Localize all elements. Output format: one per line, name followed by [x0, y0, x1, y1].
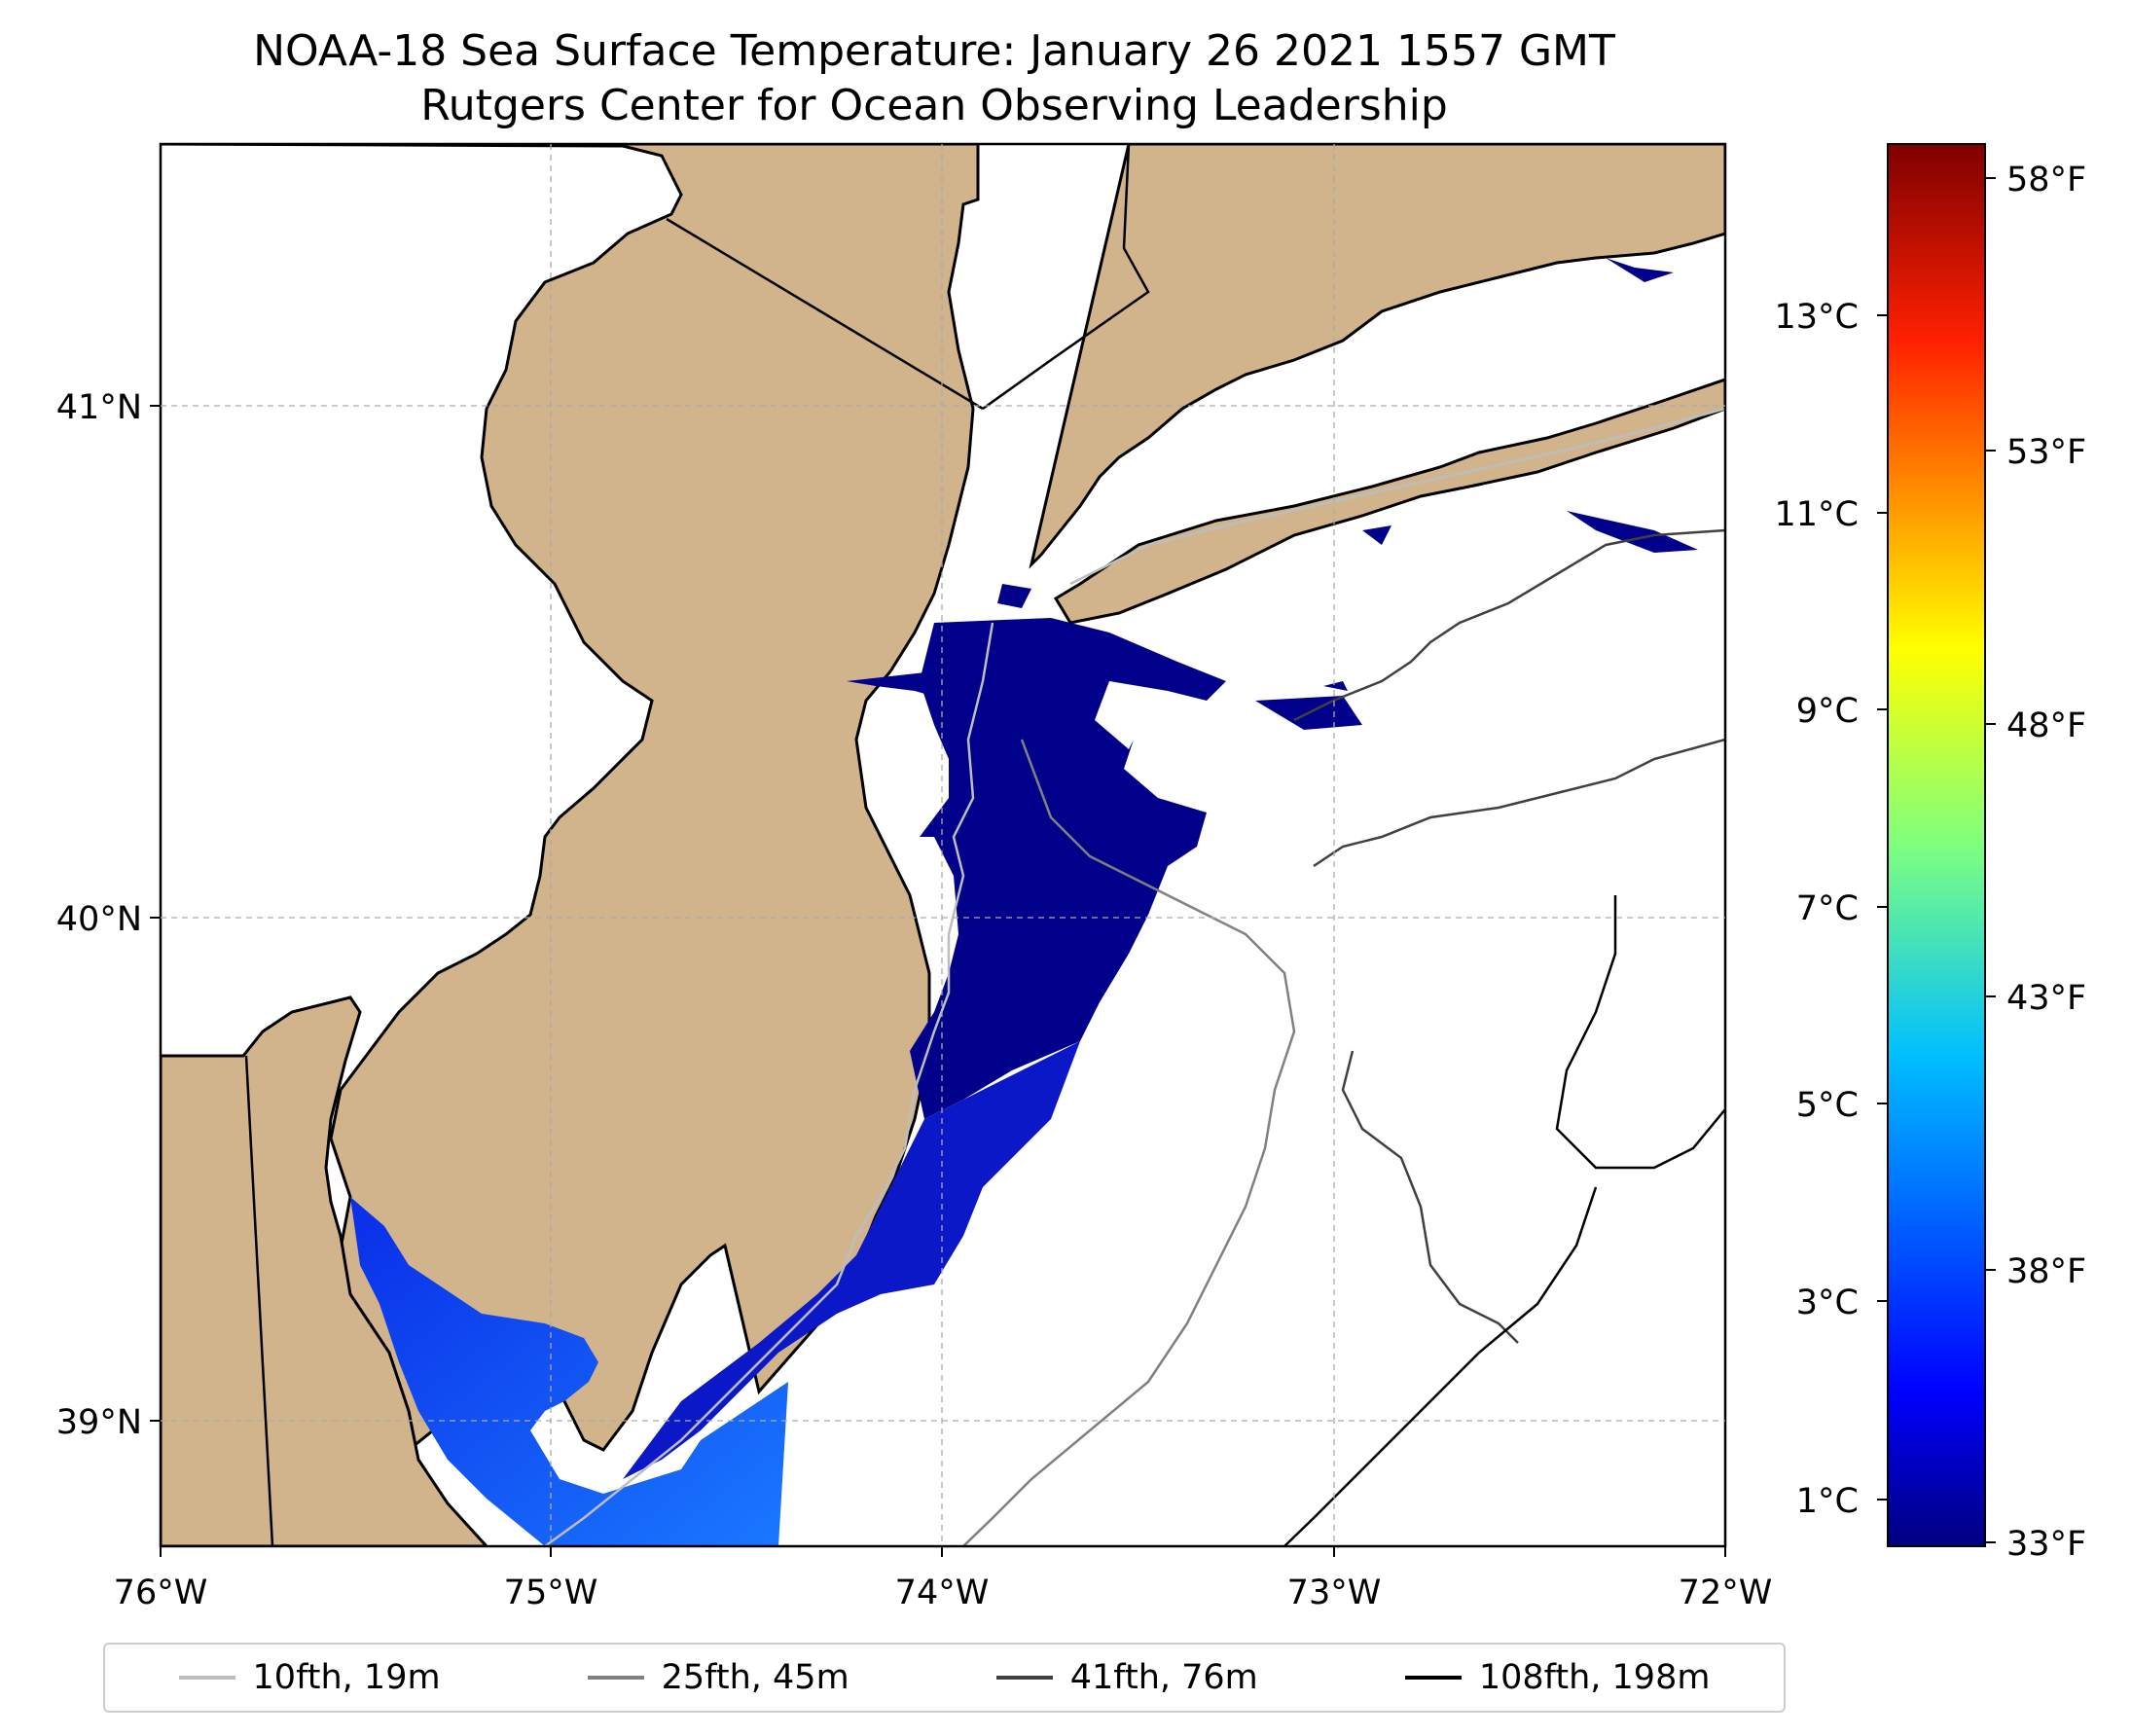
- y-tick-label: 40°N: [56, 900, 142, 939]
- bathymetry-contours: [544, 407, 1725, 1546]
- sst-cloud-gap: [798, 1401, 885, 1479]
- contour-10fth: [544, 622, 994, 1546]
- map-title-line-2: Rutgers Center for Ocean Observing Leade…: [420, 81, 1448, 130]
- legend-swatch: [1404, 1676, 1462, 1680]
- contour-108fth: [1283, 895, 1725, 1546]
- legend-item: 41fth, 76m: [995, 1658, 1258, 1697]
- border-de-md: [244, 1055, 274, 1546]
- contour-41fth: [1293, 528, 1725, 1344]
- colorbar-fahrenheit-ticks: [1985, 177, 1996, 1543]
- legend-label: 108fth, 198m: [1478, 1658, 1711, 1697]
- colorbar-fahrenheit-label: 58°F: [2006, 161, 2086, 199]
- x-tick-label: 74°W: [895, 1573, 990, 1612]
- y-tick-label: 41°N: [56, 388, 142, 427]
- map-title-line-1: NOAA-18 Sea Surface Temperature: January…: [253, 26, 1615, 76]
- x-tick-label: 72°W: [1679, 1573, 1773, 1612]
- colorbar-celsius-label: 1°C: [1796, 1482, 1859, 1521]
- sst-bay-water: [350, 1197, 788, 1546]
- colorbar-celsius-label: 13°C: [1775, 298, 1859, 337]
- legend-swatch: [587, 1676, 644, 1680]
- colorbar-celsius-ticks: [1877, 314, 1888, 1501]
- x-tick-label: 76°W: [114, 1573, 208, 1612]
- map-area: [161, 144, 1725, 1546]
- colorbar-celsius-label: 9°C: [1796, 692, 1859, 731]
- legend-label: 10fth, 19m: [252, 1658, 441, 1697]
- colorbar: 13°C 11°C 9°C 7°C 5°C 3°C 1°C 58°F 53°F …: [1775, 143, 2086, 1564]
- x-tick-label: 75°W: [504, 1573, 598, 1612]
- colorbar-celsius-label: 5°C: [1796, 1086, 1859, 1125]
- legend-swatch: [178, 1676, 235, 1680]
- colorbar-fahrenheit-label: 53°F: [2006, 433, 2086, 472]
- legend-item: 108fth, 198m: [1404, 1658, 1711, 1697]
- contour-10fth-north: [1069, 407, 1725, 586]
- colorbar-fahrenheit-label: 43°F: [2006, 979, 2086, 1018]
- colorbar-celsius-label: 3°C: [1796, 1284, 1859, 1322]
- y-axis-ticks: 41°N 40°N 39°N: [56, 388, 161, 1442]
- legend-label: 41fth, 76m: [1069, 1658, 1258, 1697]
- contour-legend: 10fth, 19m 25fth, 45m 41fth, 76m 108fth,…: [103, 1643, 1786, 1713]
- sst-shelf-water: [623, 1041, 1080, 1479]
- colorbar-gradient: [1887, 143, 1986, 1547]
- sst-cold-water: [847, 258, 1698, 1119]
- contour-25fth: [962, 739, 1296, 1546]
- land-connecticut: [1029, 144, 1725, 569]
- legend-item: 10fth, 19m: [178, 1658, 441, 1697]
- border-ny-pa: [666, 217, 984, 411]
- colorbar-fahrenheit-label: 33°F: [2006, 1525, 2086, 1564]
- border-ny-nj: [982, 144, 1150, 411]
- y-tick-label: 39°N: [56, 1403, 142, 1442]
- land-long-island: [1053, 378, 1725, 625]
- colorbar-celsius-label: 11°C: [1775, 495, 1859, 534]
- x-tick-label: 73°W: [1287, 1573, 1382, 1612]
- colorbar-celsius-label: 7°C: [1796, 889, 1859, 928]
- land-delmarva: [161, 995, 489, 1546]
- legend-item: 25fth, 45m: [587, 1658, 849, 1697]
- colorbar-fahrenheit-label: 38°F: [2006, 1252, 2086, 1291]
- gridlines: [161, 144, 1725, 1546]
- legend-label: 25fth, 45m: [661, 1658, 849, 1697]
- legend-swatch: [995, 1676, 1053, 1680]
- x-axis-ticks: 76°W 75°W 74°W 73°W 72°W: [114, 1546, 1773, 1612]
- colorbar-fahrenheit-label: 48°F: [2006, 706, 2086, 745]
